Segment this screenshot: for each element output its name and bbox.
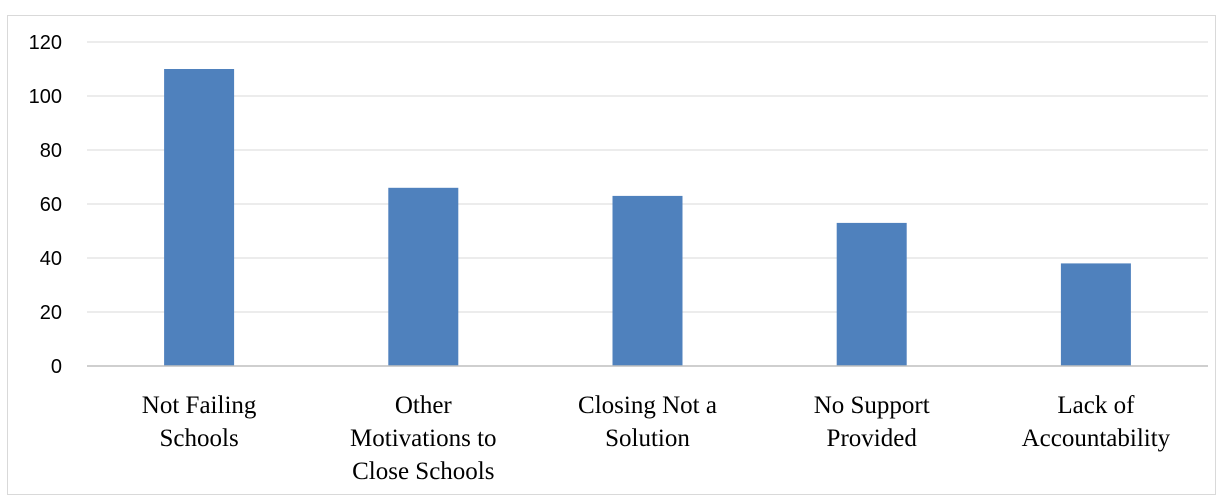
y-tick-label: 120	[29, 32, 62, 54]
gridlines	[87, 41, 1208, 313]
x-category-label: No Support Provided	[814, 392, 930, 452]
bar	[612, 195, 683, 366]
bars	[164, 69, 1131, 366]
y-tick-label: 40	[40, 248, 62, 270]
x-category-label-line: Motivations to	[350, 425, 497, 452]
x-category-label-line: Accountability	[1022, 425, 1171, 452]
y-tick-label: 0	[51, 356, 62, 378]
bar	[388, 187, 459, 366]
x-category-label-line: Provided	[827, 425, 918, 452]
bar	[1060, 263, 1131, 366]
x-category-label-line: Not Failing	[142, 392, 257, 419]
bar	[164, 69, 235, 366]
y-axis-ticks: 0 20 40 60 80 100 120	[29, 32, 62, 378]
y-tick-label: 60	[40, 194, 62, 216]
x-category-label: Other Motivations to Close Schools	[350, 392, 497, 485]
x-category-label-line: Close Schools	[352, 458, 494, 485]
x-category-label: Closing Not a Solution	[578, 392, 717, 452]
y-tick-label: 80	[40, 140, 62, 162]
x-category-label: Not Failing Schools	[142, 392, 257, 452]
y-tick-label: 100	[29, 86, 62, 108]
x-category-label-line: No Support	[814, 392, 930, 419]
x-category-label-line: Schools	[160, 425, 239, 452]
x-category-label-line: Other	[395, 392, 453, 419]
bar	[836, 222, 907, 366]
x-category-label-line: Closing Not a	[578, 392, 717, 419]
y-tick-label: 20	[40, 302, 62, 324]
x-category-label-line: Lack of	[1057, 392, 1135, 419]
x-axis-labels: Not Failing Schools Other Motivations to Clo…	[142, 392, 1171, 485]
chart-frame	[7, 15, 1216, 495]
x-category-label-line: Solution	[605, 425, 690, 452]
x-category-label: Lack of Accountability	[1022, 392, 1171, 452]
